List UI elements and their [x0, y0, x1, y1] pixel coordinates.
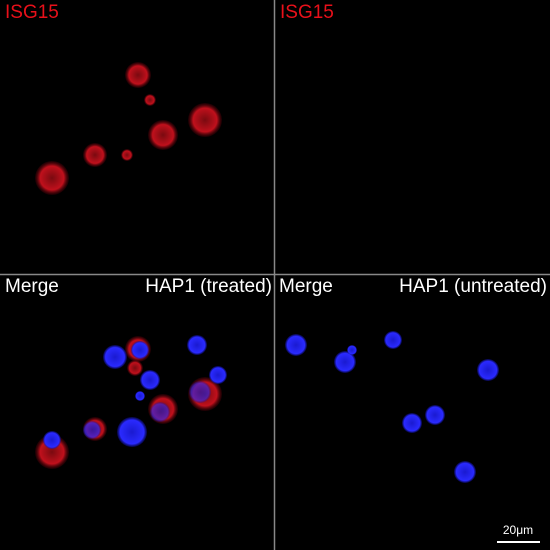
- scale-bar-label: 20μm: [503, 523, 533, 537]
- panel-label: Merge: [5, 276, 59, 297]
- panel-label: Merge: [279, 276, 333, 297]
- red-cells-top: [35, 62, 222, 195]
- merge-cells-treated: [35, 335, 227, 469]
- sample-label: HAP1 (treated): [145, 276, 272, 297]
- panel-label: ISG15: [280, 2, 334, 23]
- nuclei-untreated: [285, 331, 499, 483]
- panel-label: ISG15: [5, 2, 59, 23]
- sample-label: HAP1 (untreated): [399, 276, 547, 297]
